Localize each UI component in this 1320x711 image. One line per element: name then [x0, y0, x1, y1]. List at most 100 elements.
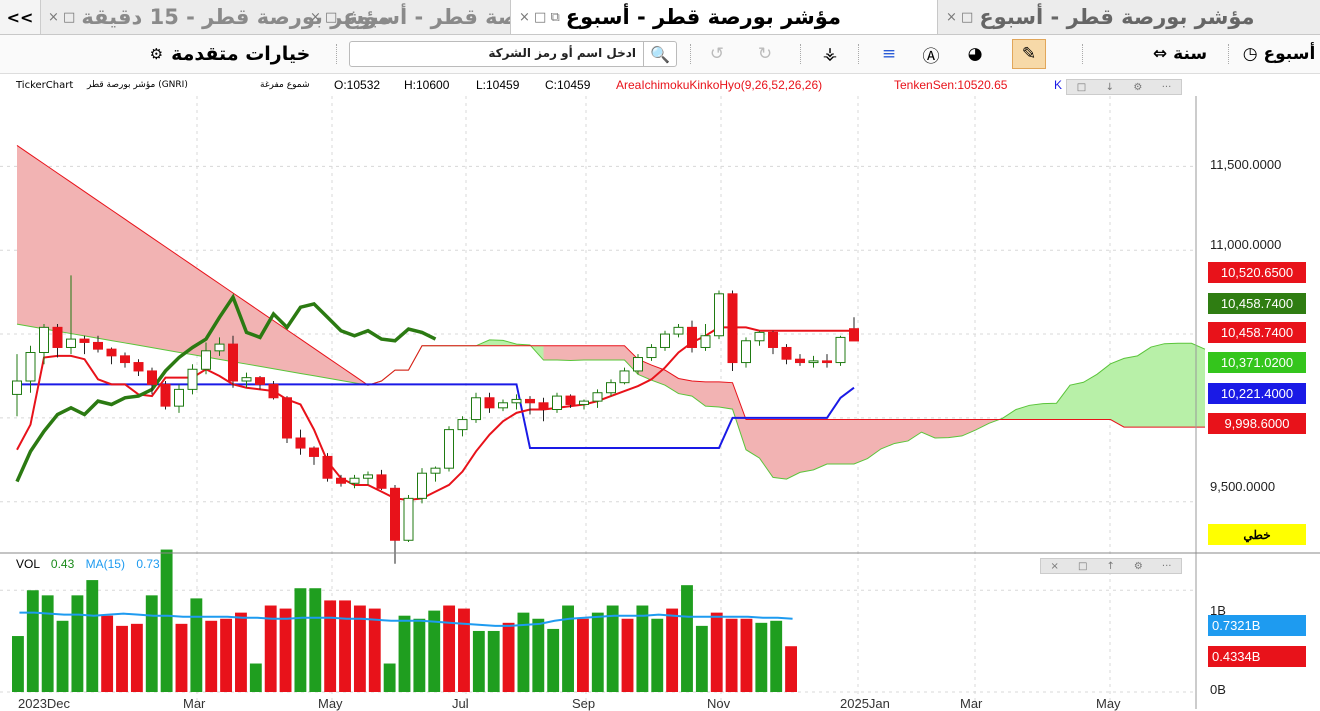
cloud-segment — [935, 419, 949, 438]
tab-window-icons[interactable]: × □ — [48, 9, 76, 25]
more-icon[interactable]: ··· — [1161, 560, 1172, 572]
volume-bar — [443, 605, 456, 692]
volume-bar — [636, 605, 649, 692]
search-input[interactable]: ادخل اسم أو رمز الشركة — [488, 46, 636, 60]
chart-style: شموع مفرغة — [260, 80, 310, 90]
price-tick: 11,500.0000 — [1210, 157, 1282, 172]
candle-body — [66, 338, 76, 348]
candle-body — [835, 336, 846, 364]
cloud-segment — [111, 210, 125, 343]
candle-body — [525, 398, 535, 404]
settings-icon[interactable]: ⚙ — [1133, 560, 1143, 572]
x-axis-label: Jul — [452, 696, 469, 711]
volume-bar — [383, 663, 396, 692]
tab-weekly-2[interactable]: × □ مؤشر بورصة قطر - أسبوع — [302, 0, 510, 34]
cloud-segment — [867, 419, 881, 459]
draw-tool-button[interactable]: ✎ — [1012, 39, 1046, 69]
x-axis-label: Mar — [960, 696, 983, 711]
cloud-segment — [327, 357, 341, 381]
volume-pane-controls[interactable]: × □ ↑ ⚙ ··· — [1040, 558, 1182, 574]
cloud-segment — [840, 419, 854, 464]
candle-body — [93, 341, 103, 350]
down-arrow-icon[interactable]: ↓ — [1105, 81, 1114, 93]
chikou-price-badge: 10,458.7400 — [1208, 293, 1306, 314]
cloud-segment — [138, 228, 152, 348]
close-price-badge: 10,458.7400 — [1208, 322, 1306, 343]
cloud-segment — [233, 292, 247, 365]
compare-button[interactable]: ≡ — [874, 35, 904, 73]
volume-bar — [101, 615, 114, 692]
cloud-segment — [1056, 385, 1070, 420]
up-arrow-icon[interactable]: ↑ — [1106, 560, 1115, 572]
candle-body — [133, 362, 144, 372]
tab-weekly-active[interactable]: × □ ⧉ مؤشر بورصة قطر - أسبوع — [510, 0, 938, 34]
candle-body — [255, 377, 265, 385]
x-axis-label: Sep — [572, 696, 596, 711]
cloud-segment — [1164, 343, 1178, 428]
circle-a-icon: Ⓐ — [922, 46, 940, 67]
volume-bar — [591, 612, 604, 692]
volume-bar — [681, 585, 693, 692]
cloud-segment — [557, 345, 571, 361]
binoculars-button[interactable]: ⚶ — [815, 35, 845, 73]
chart-source: TickerChart — [16, 80, 74, 91]
candle-body — [12, 380, 22, 395]
alerts-button[interactable]: Ⓐ — [916, 35, 946, 73]
undo-button[interactable]: ↺ — [702, 35, 732, 73]
candle-body — [322, 455, 333, 479]
settings-icon[interactable]: ⚙ — [1133, 81, 1143, 93]
volume-bar — [606, 605, 619, 692]
volume-bar — [517, 612, 530, 692]
indicator-button[interactable]: ◕ — [960, 35, 990, 73]
candle-body — [214, 343, 225, 352]
high-value: H:10600 — [404, 78, 450, 92]
search-box[interactable]: ادخل اسم أو رمز الشركة 🔍 — [349, 41, 677, 67]
candle-body — [795, 358, 805, 364]
restore-icon[interactable]: □ — [1077, 560, 1088, 572]
candle-body — [187, 368, 198, 390]
cloud-segment — [921, 419, 935, 438]
cloud-segment — [530, 344, 544, 361]
tab-weekly-1[interactable]: × □ مؤشر بورصة قطر - أسبوع — [938, 0, 1320, 34]
line-style-button[interactable]: خطي — [1208, 524, 1306, 545]
chikou-span-line — [15, 293, 437, 483]
chart-symbol: مؤشر بورصة قطر (GNRI) — [87, 80, 188, 90]
senkou-span-b-line — [16, 145, 1205, 428]
cloud-segment — [854, 419, 868, 464]
candle-body — [579, 400, 589, 405]
candle-body — [822, 360, 832, 364]
senkou-span-a-line — [16, 323, 1206, 480]
tab-window-icons[interactable]: × □ — [310, 9, 338, 25]
period-selector[interactable]: ◷ أسبوع — [1238, 35, 1320, 73]
tab-window-icons[interactable]: × □ ⧉ — [519, 9, 560, 25]
search-icon[interactable]: 🔍 — [643, 42, 676, 66]
tabs-scroll-left-button[interactable]: << — [0, 0, 41, 34]
cloud-segment — [638, 359, 652, 381]
volume-bar — [547, 628, 560, 692]
candle-body — [768, 331, 778, 348]
volume-bar — [368, 608, 381, 692]
volume-bar — [71, 595, 84, 692]
x-axis-label: Mar — [183, 696, 206, 711]
cloud-segment — [192, 265, 206, 358]
close-icon[interactable]: × — [1050, 560, 1059, 572]
tab-15min[interactable]: × □ مؤشر بورصة قطر - 15 دقيقة — [40, 0, 390, 34]
trend-circle-icon: ◕ — [967, 44, 983, 64]
more-icon[interactable]: ··· — [1161, 81, 1172, 93]
tab-window-icons[interactable]: × □ — [946, 9, 974, 25]
cloud-segment — [368, 381, 382, 386]
cloud-segment — [773, 419, 787, 480]
redo-button[interactable]: ↻ — [750, 35, 780, 73]
range-selector[interactable]: ⇔ سنة — [1140, 35, 1220, 73]
volume-bar — [576, 618, 589, 692]
advanced-options-button[interactable]: ⚙ خيارات متقدمة — [132, 35, 328, 73]
candle-body — [471, 397, 481, 421]
cloud-segment — [219, 283, 233, 362]
grid — [0, 96, 1196, 709]
candle-body — [336, 477, 346, 484]
volume-bar — [220, 618, 233, 692]
clock-icon: ◷ — [1242, 44, 1258, 64]
restore-icon[interactable]: □ — [1076, 81, 1087, 93]
price-pane-controls[interactable]: □ ↓ ⚙ ··· — [1066, 79, 1182, 95]
